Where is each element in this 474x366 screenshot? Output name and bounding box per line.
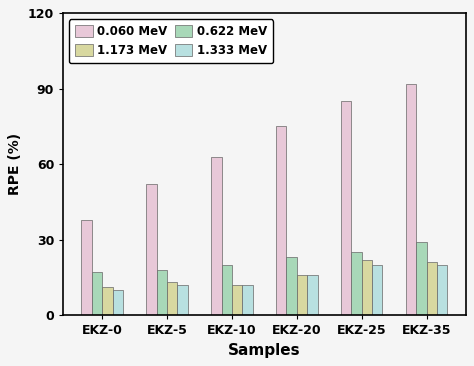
Bar xyxy=(211,157,222,315)
Bar xyxy=(113,290,123,315)
Bar xyxy=(437,265,447,315)
Bar xyxy=(82,220,92,315)
Bar xyxy=(286,257,297,315)
Y-axis label: RPE (%): RPE (%) xyxy=(9,133,22,195)
Bar xyxy=(341,101,351,315)
Bar xyxy=(351,252,362,315)
Bar xyxy=(222,265,232,315)
Bar xyxy=(242,285,253,315)
Bar xyxy=(232,285,242,315)
Bar xyxy=(92,272,102,315)
X-axis label: Samples: Samples xyxy=(228,343,301,358)
Bar xyxy=(362,260,372,315)
Legend: 0.060 MeV, 1.173 MeV, 0.622 MeV, 1.333 MeV: 0.060 MeV, 1.173 MeV, 0.622 MeV, 1.333 M… xyxy=(69,19,273,63)
Bar xyxy=(416,242,427,315)
Bar xyxy=(146,184,157,315)
Bar xyxy=(157,270,167,315)
Bar xyxy=(167,283,177,315)
Bar xyxy=(276,127,286,315)
Bar xyxy=(307,275,318,315)
Bar xyxy=(406,84,416,315)
Bar xyxy=(372,265,383,315)
Bar xyxy=(102,287,113,315)
Bar xyxy=(297,275,307,315)
Bar xyxy=(177,285,188,315)
Bar xyxy=(427,262,437,315)
